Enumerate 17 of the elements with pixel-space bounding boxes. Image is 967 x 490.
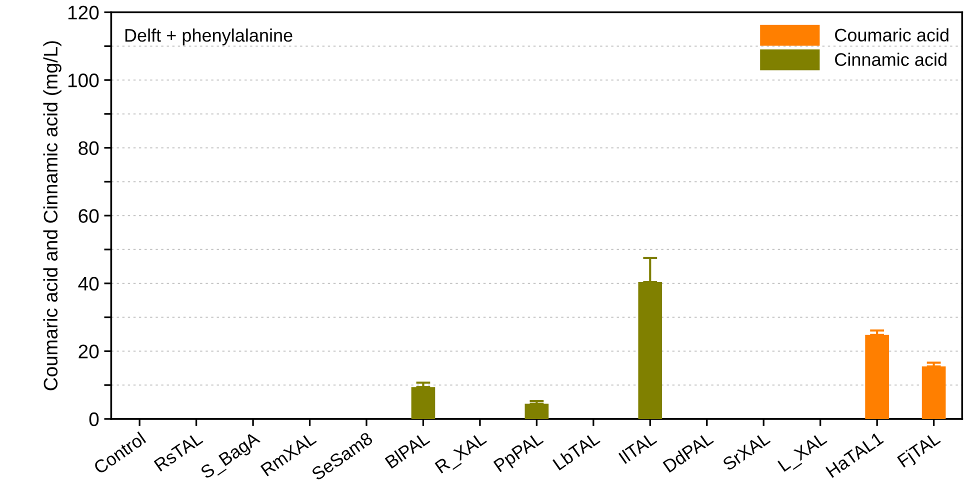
bar — [411, 387, 436, 419]
y-tick-label: 100 — [68, 74, 99, 88]
y-axis-title: Coumaric acid and Cinnamic acid (mg/L) — [43, 41, 62, 390]
bar — [638, 282, 662, 419]
y-tick-label: 120 — [68, 6, 99, 20]
y-tick-label: 40 — [78, 276, 99, 291]
x-tick-label: IlTAL — [618, 431, 658, 464]
legend-label: Coumaric acid — [835, 28, 948, 42]
legend-label: Cinnamic acid — [835, 52, 946, 66]
bar — [524, 404, 549, 419]
y-tick-label: 0 — [89, 412, 99, 426]
y-tick-label: 20 — [78, 344, 99, 358]
y-tick-label: 80 — [78, 141, 99, 156]
y-tick-label: 60 — [78, 209, 99, 223]
bar — [865, 334, 889, 419]
annotation: Delft + phenylalanine — [125, 28, 292, 46]
bar — [922, 366, 946, 419]
